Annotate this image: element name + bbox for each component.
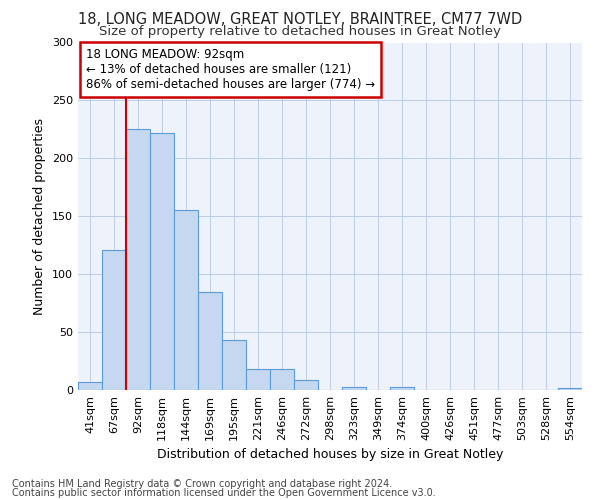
Bar	[198, 292, 222, 390]
Bar	[150, 133, 174, 390]
Text: 18 LONG MEADOW: 92sqm
← 13% of detached houses are smaller (121)
86% of semi-det: 18 LONG MEADOW: 92sqm ← 13% of detached …	[86, 48, 374, 90]
Bar	[558, 388, 582, 390]
Bar	[270, 369, 294, 390]
Bar	[294, 380, 318, 390]
Text: Size of property relative to detached houses in Great Notley: Size of property relative to detached ho…	[99, 25, 501, 38]
Bar	[78, 382, 102, 390]
Bar	[102, 250, 126, 390]
Bar	[222, 340, 246, 390]
Text: Contains public sector information licensed under the Open Government Licence v3: Contains public sector information licen…	[12, 488, 436, 498]
Bar	[126, 130, 150, 390]
X-axis label: Distribution of detached houses by size in Great Notley: Distribution of detached houses by size …	[157, 448, 503, 462]
Text: Contains HM Land Registry data © Crown copyright and database right 2024.: Contains HM Land Registry data © Crown c…	[12, 479, 392, 489]
Bar	[390, 386, 414, 390]
Bar	[246, 369, 270, 390]
Y-axis label: Number of detached properties: Number of detached properties	[34, 118, 46, 315]
Bar	[342, 386, 366, 390]
Bar	[174, 210, 198, 390]
Text: 18, LONG MEADOW, GREAT NOTLEY, BRAINTREE, CM77 7WD: 18, LONG MEADOW, GREAT NOTLEY, BRAINTREE…	[78, 12, 522, 28]
